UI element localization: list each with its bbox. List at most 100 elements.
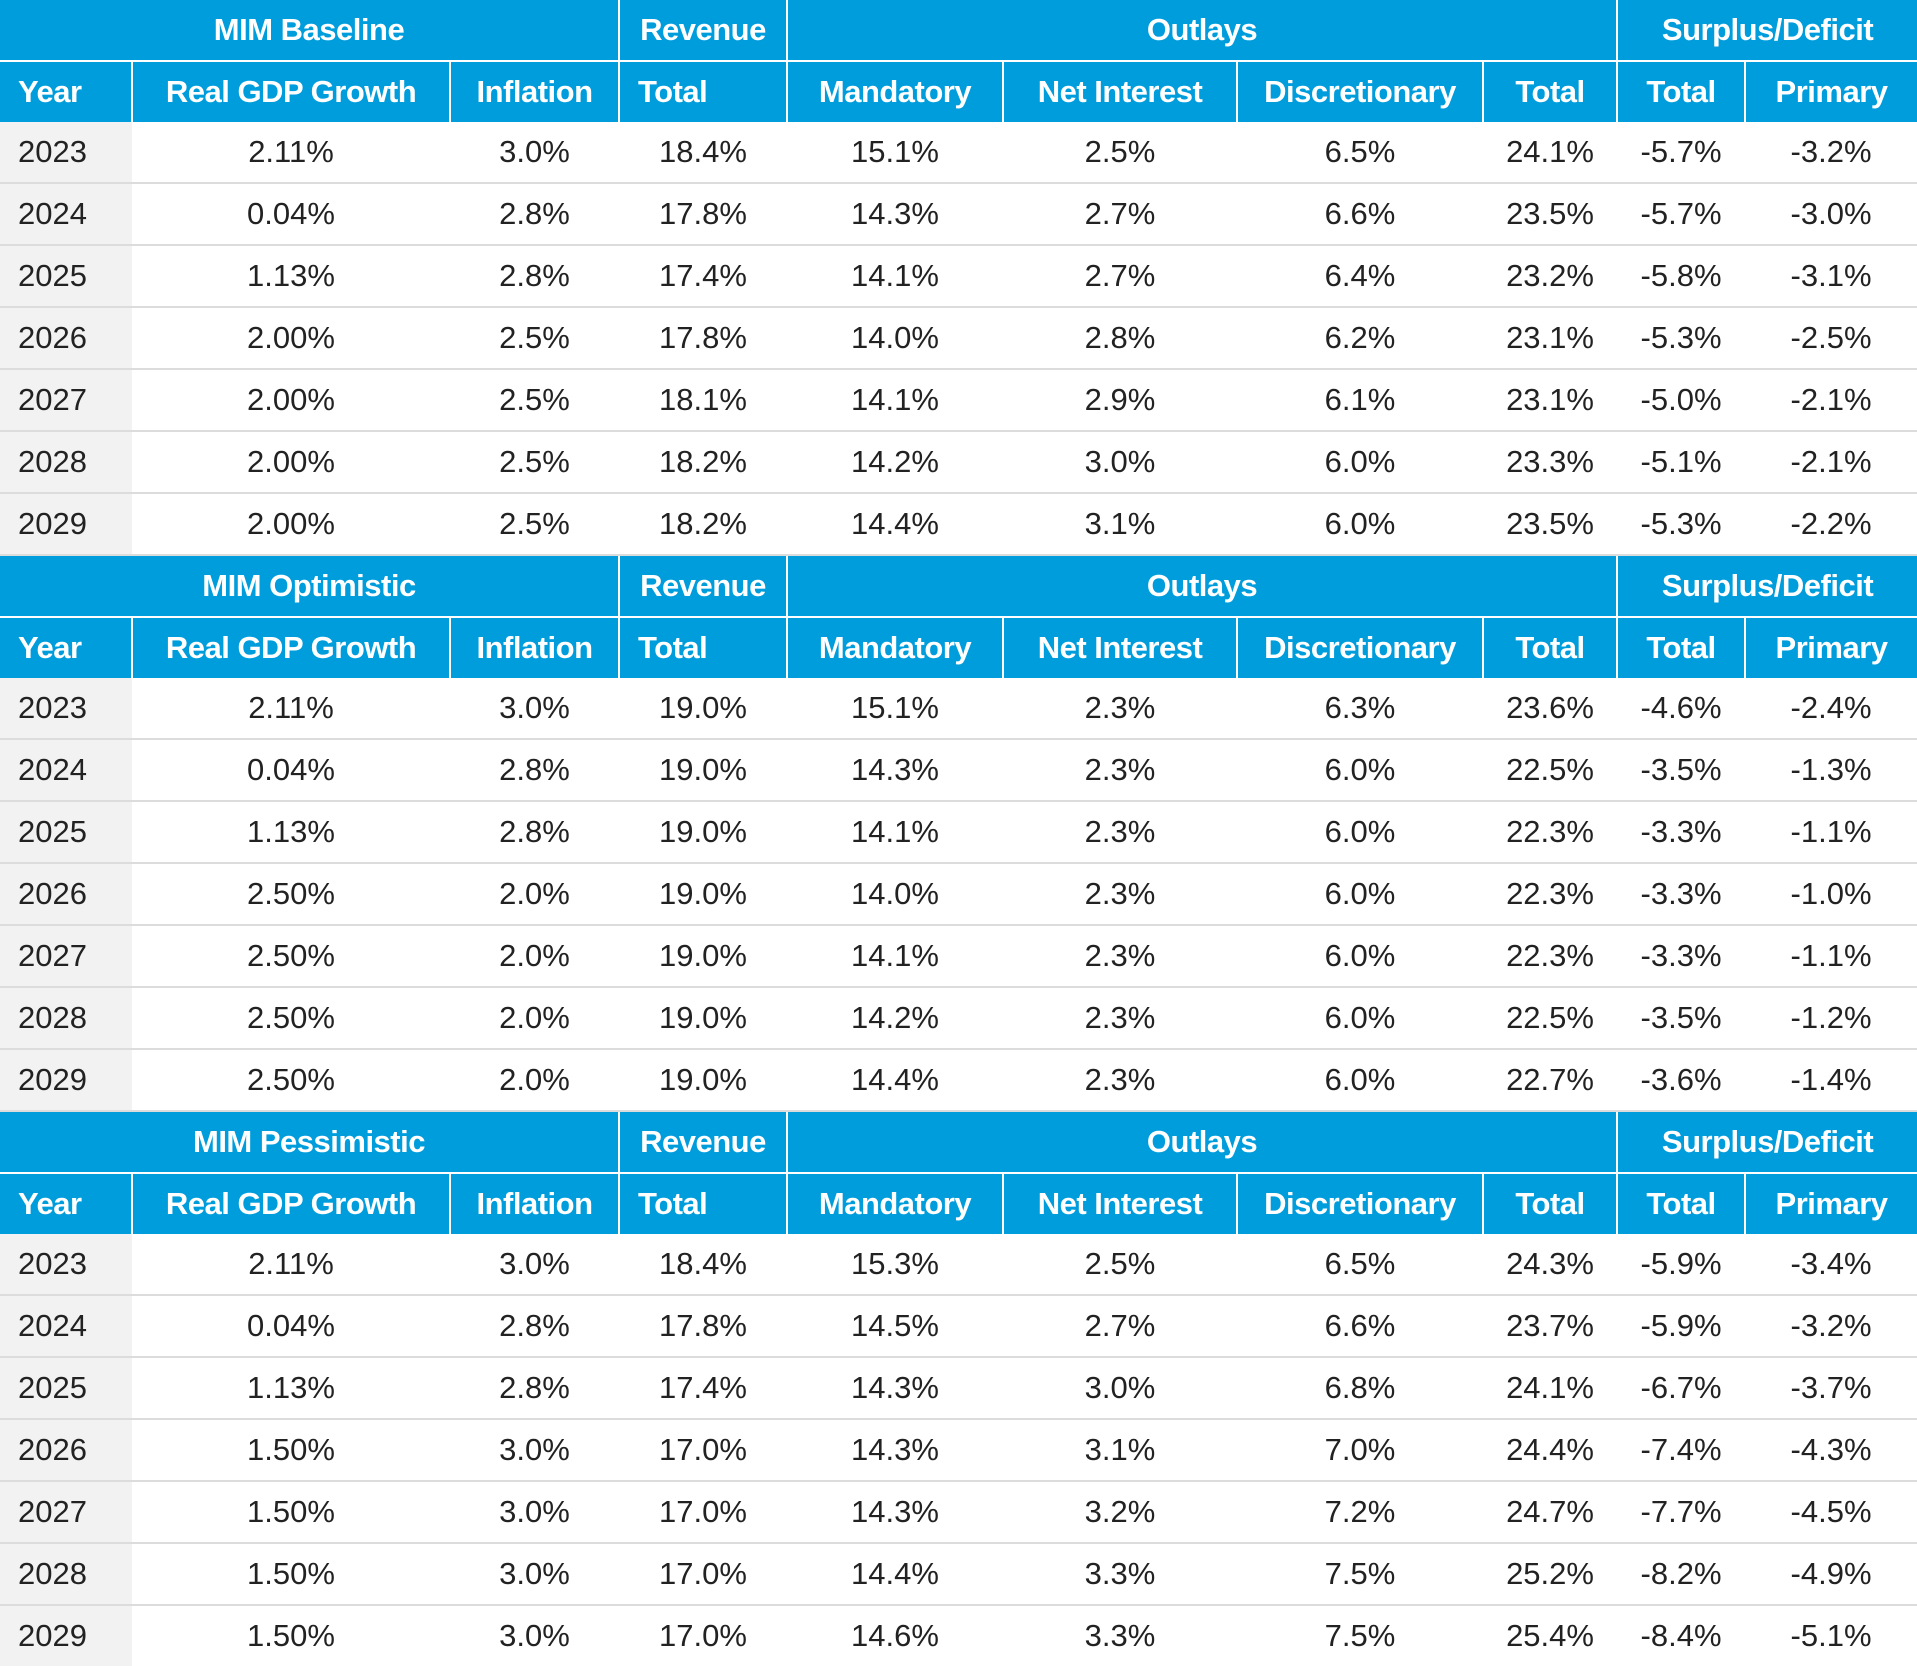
table-row: 2023 2.11% 3.0% 19.0% 15.1% 2.3% 6.3% 23.6% -4.6… — [0, 678, 1917, 740]
cell-net-interest: 2.3% — [1003, 863, 1237, 926]
cell-mandatory: 14.1% — [787, 245, 1003, 308]
column-header-mandatory: Mandatory — [786, 61, 1003, 122]
cell-real-gdp-growth: 0.04% — [132, 183, 450, 246]
cell-year: 2023 — [0, 122, 132, 184]
cell-inflation: 2.8% — [450, 183, 619, 246]
cell-real-gdp-growth: 1.50% — [132, 1419, 450, 1482]
cell-deficit-total: -3.6% — [1617, 1049, 1746, 1112]
column-header-year: Year — [0, 617, 132, 678]
cell-outlays-total: 22.5% — [1483, 739, 1618, 802]
cell-net-interest: 2.3% — [1003, 739, 1237, 802]
cell-inflation: 2.8% — [450, 1357, 619, 1420]
cell-inflation: 3.0% — [450, 1481, 619, 1544]
cell-mandatory: 14.3% — [787, 1481, 1003, 1544]
column-header-row: Year Real GDP Growth Inflation Total Mandato… — [0, 1173, 1917, 1234]
cell-outlays-total: 22.3% — [1483, 925, 1618, 988]
cell-net-interest: 2.5% — [1003, 122, 1237, 184]
table-row: 2028 2.00% 2.5% 18.2% 14.2% 3.0% 6.0% 23.3% -5.1… — [0, 431, 1917, 494]
cell-real-gdp-growth: 1.13% — [132, 1357, 450, 1420]
column-header-year: Year — [0, 61, 132, 122]
group-header: Surplus/Deficit — [1616, 0, 1917, 62]
cell-year: 2023 — [0, 1234, 132, 1296]
table-row: 2026 1.50% 3.0% 17.0% 14.3% 3.1% 7.0% 24.4% -7.4… — [0, 1419, 1917, 1482]
cell-net-interest: 2.3% — [1003, 678, 1237, 740]
cell-deficit-total: -5.3% — [1617, 307, 1746, 370]
cell-year: 2029 — [0, 493, 132, 556]
cell-year: 2024 — [0, 739, 132, 802]
table-row: 2025 1.13% 2.8% 17.4% 14.3% 3.0% 6.8% 24.1% -6.7… — [0, 1357, 1917, 1420]
cell-real-gdp-growth: 1.50% — [132, 1543, 450, 1606]
cell-mandatory: 14.3% — [787, 1419, 1003, 1482]
cell-deficit-primary: -2.5% — [1745, 307, 1917, 370]
cell-discretionary: 6.8% — [1237, 1357, 1483, 1420]
column-header-outlays-total: Total — [1481, 61, 1618, 122]
cell-outlays-total: 24.4% — [1483, 1419, 1618, 1482]
group-header: Surplus/Deficit — [1616, 1111, 1917, 1174]
cell-net-interest: 3.3% — [1003, 1543, 1237, 1606]
column-header-deficit-total: Total — [1616, 1173, 1746, 1234]
cell-deficit-primary: -4.3% — [1745, 1419, 1917, 1482]
cell-inflation: 2.0% — [450, 1049, 619, 1112]
cell-outlays-total: 23.1% — [1483, 307, 1618, 370]
cell-inflation: 2.0% — [450, 987, 619, 1050]
cell-deficit-total: -3.3% — [1617, 801, 1746, 864]
cell-deficit-total: -5.9% — [1617, 1295, 1746, 1358]
cell-mandatory: 14.4% — [787, 1543, 1003, 1606]
cell-discretionary: 6.4% — [1237, 245, 1483, 308]
table-row: 2029 2.50% 2.0% 19.0% 14.4% 2.3% 6.0% 22.7% -3.6… — [0, 1049, 1917, 1112]
cell-deficit-total: -3.3% — [1617, 863, 1746, 926]
cell-real-gdp-growth: 1.50% — [247, 1618, 335, 1653]
cell-revenue-total: 19.0% — [619, 925, 787, 988]
column-header-year: Year — [0, 1173, 132, 1234]
cell-mandatory: 14.3% — [787, 183, 1003, 246]
cell-revenue-total: 19.0% — [619, 987, 787, 1050]
cell-revenue-total: 19.0% — [619, 739, 787, 802]
cell-discretionary: 7.5% — [1324, 1618, 1396, 1653]
cell-deficit-primary: -3.2% — [1745, 122, 1917, 184]
cell-net-interest: 2.7% — [1003, 1295, 1237, 1358]
cell-deficit-total: -8.4% — [1640, 1618, 1722, 1653]
cell-net-interest: 2.3% — [1003, 1049, 1237, 1112]
cell-deficit-total: -5.7% — [1617, 122, 1746, 184]
cell-revenue-total: 18.2% — [619, 431, 787, 494]
cell-net-interest: 2.7% — [1003, 183, 1237, 246]
table-row: 2027 2.50% 2.0% 19.0% 14.1% 2.3% 6.0% 22.3% -3.3… — [0, 925, 1917, 988]
column-header-revenue-total: Total — [618, 1173, 787, 1234]
cell-inflation: 3.0% — [450, 678, 619, 740]
cell-discretionary: 7.2% — [1237, 1481, 1483, 1544]
column-header-real-gdp-growth: Real GDP Growth — [131, 617, 450, 678]
group-header-row: MIM Pessimistic Revenue Outlays Surplus/Def… — [0, 1111, 1917, 1174]
cell-mandatory: 15.3% — [787, 1234, 1003, 1296]
cell-discretionary: 6.5% — [1237, 1234, 1483, 1296]
cell-inflation: 2.8% — [450, 739, 619, 802]
column-header-deficit-primary: Primary — [1744, 617, 1917, 678]
group-header: Outlays — [785, 1111, 1618, 1174]
cell-inflation: 2.8% — [450, 801, 619, 864]
cell-outlays-total: 24.7% — [1483, 1481, 1618, 1544]
column-header-mandatory: Mandatory — [786, 1173, 1003, 1234]
cell-discretionary: 7.0% — [1237, 1419, 1483, 1482]
cell-discretionary: 6.6% — [1237, 1295, 1483, 1358]
cell-deficit-primary: -4.5% — [1745, 1481, 1917, 1544]
column-header-row: Year Real GDP Growth Inflation Total Mandato… — [0, 61, 1917, 122]
group-header: Revenue — [618, 0, 787, 62]
cell-mandatory: 14.4% — [787, 493, 1003, 556]
group-header: Revenue — [618, 1111, 787, 1174]
column-header-deficit-primary: Primary — [1744, 1173, 1917, 1234]
cell-net-interest: 2.3% — [1003, 987, 1237, 1050]
column-header-outlays-total: Total — [1481, 1173, 1618, 1234]
cell-discretionary: 6.0% — [1237, 493, 1483, 556]
cell-deficit-primary: -3.2% — [1745, 1295, 1917, 1358]
cell-outlays-total: 23.5% — [1483, 493, 1618, 556]
cell-revenue-total: 17.8% — [619, 307, 787, 370]
cell-net-interest: 2.9% — [1003, 369, 1237, 432]
cell-revenue-total: 17.4% — [619, 1357, 787, 1420]
cell-deficit-total: -6.7% — [1617, 1357, 1746, 1420]
cell-outlays-total: 25.4% — [1506, 1618, 1594, 1653]
cell-mandatory: 14.6% — [851, 1618, 939, 1653]
cell-discretionary: 7.5% — [1237, 1543, 1483, 1606]
cell-mandatory: 14.3% — [787, 739, 1003, 802]
cell-net-interest: 2.8% — [1003, 307, 1237, 370]
cell-mandatory: 14.2% — [787, 987, 1003, 1050]
cell-inflation: 3.0% — [499, 1618, 570, 1653]
